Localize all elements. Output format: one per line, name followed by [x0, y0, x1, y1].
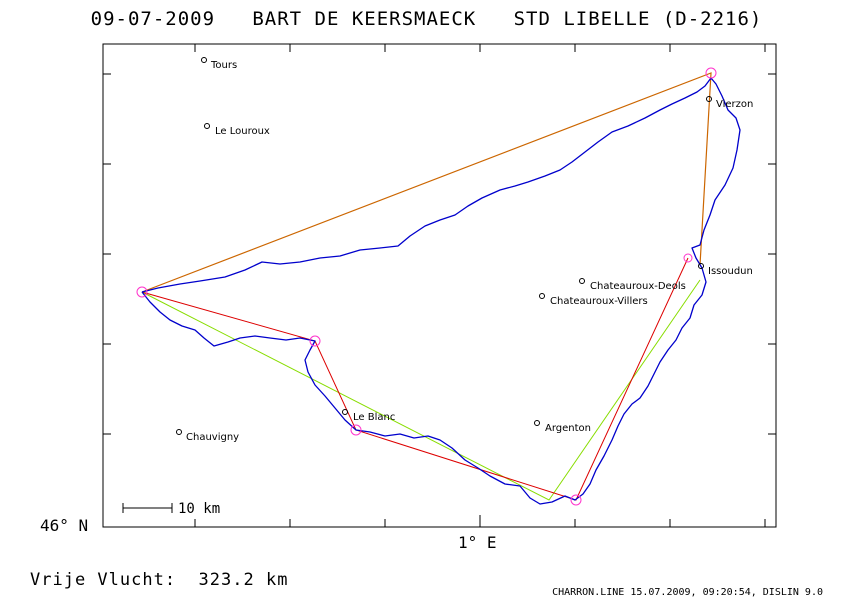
svg-text:Issoudun: Issoudun — [708, 266, 753, 277]
town-chateauroux-deols: Chateauroux-Deols — [579, 278, 686, 292]
pilot-name: BART DE KEERSMAECK — [252, 8, 477, 30]
distance-value: 323.2 km — [198, 570, 289, 590]
towns: Tours Le Louroux Vierzon Issoudun Chatea… — [176, 57, 753, 443]
svg-text:Chauvigny: Chauvigny — [186, 432, 239, 443]
scale-label: 10 km — [178, 501, 220, 517]
flight-track — [141, 77, 741, 505]
turnpoints — [136, 67, 717, 506]
chart-title: 09-07-2009 BART DE KEERSMAECK STD LIBELL… — [0, 8, 853, 30]
axis-ticks — [103, 44, 776, 527]
turnpoint-south — [570, 494, 582, 506]
glider-name: STD LIBELLE (D-2216) — [513, 8, 763, 30]
town-tours: Tours — [201, 57, 237, 71]
town-vierzon: Vierzon — [706, 96, 753, 110]
svg-text:Tours: Tours — [210, 60, 237, 71]
town-issoudun: Issoudun — [698, 263, 753, 277]
svg-text:Argenton: Argenton — [545, 423, 591, 434]
task-outer-line — [141, 72, 712, 293]
svg-text:Le Blanc: Le Blanc — [353, 412, 395, 423]
flight-date: 09-07-2009 — [90, 8, 216, 30]
turnpoint-issoudun — [683, 253, 693, 263]
turnpoint-west — [309, 335, 321, 347]
task-green-line — [141, 279, 701, 501]
svg-text:Le Louroux: Le Louroux — [215, 126, 270, 137]
map-frame — [102, 43, 777, 528]
town-le-louroux: Le Louroux — [204, 123, 270, 137]
distance-label: Vrije Vlucht: — [30, 570, 177, 590]
turnpoint-le-blanc — [350, 424, 362, 436]
latitude-label: 46° N — [40, 516, 89, 535]
town-le-blanc: Le Blanc — [342, 409, 395, 423]
longitude-label: 1° E — [458, 533, 497, 552]
town-chateauroux-villers: Chateauroux-Villers — [539, 293, 648, 307]
generator-stamp: CHARRON.LINE 15.07.2009, 09:20:54, DISLI… — [552, 587, 823, 598]
task-red-line — [141, 257, 689, 501]
svg-text:Vierzon: Vierzon — [716, 99, 753, 110]
town-chauvigny: Chauvigny — [176, 429, 239, 443]
town-argenton: Argenton — [534, 420, 591, 434]
turnpoint-start — [136, 286, 148, 298]
svg-text:Chateauroux-Villers: Chateauroux-Villers — [550, 296, 648, 307]
scale-bar: 10 km — [122, 501, 220, 517]
distance-footer: Vrije Vlucht: 323.2 km — [30, 570, 288, 590]
turnpoint-vierzon — [705, 67, 717, 79]
svg-text:Chateauroux-Deols: Chateauroux-Deols — [590, 281, 686, 292]
